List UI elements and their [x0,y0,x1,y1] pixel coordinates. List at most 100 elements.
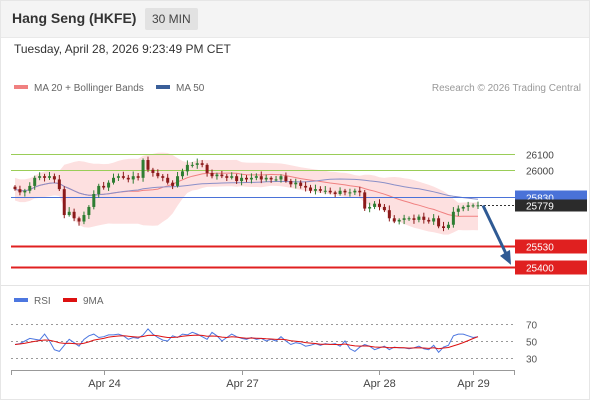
candle-body [259,176,263,180]
candle-body [136,176,140,178]
candle-body [121,176,125,178]
candle-body [62,189,66,216]
level-label-25830: 25830 [526,194,554,205]
candle-body [176,176,180,186]
candle-body [52,176,56,180]
candle-body [373,203,377,207]
candle-body [471,205,475,207]
candle-body [358,190,362,193]
candle-body [43,176,47,178]
bollinger-band [15,152,478,235]
candle-body [328,190,332,193]
price-levels-layer: 26100 26000 25830 25530 25400 25779 [11,151,587,275]
rsi-line [14,328,479,354]
forecast-arrow-shaft [481,204,510,259]
candle-body [343,190,347,193]
candle-body [200,163,204,165]
candle-body [151,169,155,173]
credit-text: Research © 2026 Trading Central [432,83,581,94]
candle-body [407,218,411,220]
candle-body [269,177,273,180]
candle-body [23,190,27,193]
rsi-tick-label: 70 [526,321,538,332]
candle-body [185,164,189,172]
candle-body [141,160,145,178]
level-label-25400: 25400 [526,264,554,275]
datetime-label: Tuesday, April 28, 2026 9:23:49 PM CET [14,42,231,56]
candle-body [476,205,480,207]
candle-body [437,218,441,227]
candle-body [427,219,431,222]
candle-body [18,189,22,193]
candle-body [161,176,165,178]
level-tag-25400 [515,260,587,275]
candle-body [38,176,42,178]
candle-body [97,185,101,194]
candle-body [235,176,239,182]
candle-body [171,182,175,186]
legend-label-rsi-ma: 9MA [83,296,104,307]
candle-body [309,187,313,191]
bollinger-band-layer [15,152,478,235]
candle-body [466,205,470,207]
candle-body [377,203,381,207]
candle-body [299,182,303,186]
candle-body [28,185,32,191]
candle-body [368,206,372,209]
candle-body [210,172,214,177]
candle-body [456,208,460,212]
level-label-25530: 25530 [526,243,554,254]
x-tick-label: Apr 28 [363,378,395,390]
candle-body [195,163,199,165]
candle-body [397,219,401,222]
candle-body [156,172,160,177]
candle-body [323,190,327,192]
candle-body [304,185,308,188]
candle-body [446,224,450,228]
candle-body [274,179,278,181]
candle-body [225,176,229,178]
price-legend: MA 20 + Bollinger Bands MA 50 Research ©… [14,83,581,94]
candle-body [338,190,342,194]
candle-body [313,189,317,191]
candle-body [67,211,71,216]
candle-body [131,176,135,180]
candle-body [417,216,421,220]
rsi-legend: RSI 9MA [14,296,104,307]
candle-body [254,176,258,178]
candle-body [392,218,396,222]
candle-body [432,218,436,222]
legend-swatch-rsi-ma [63,298,77,302]
candle-body [107,182,111,188]
candle-body [92,194,96,207]
candle-body [289,181,293,185]
x-tick-label: Apr 27 [226,378,258,390]
x-tick-label: Apr 29 [457,378,489,390]
candle-body [215,174,219,177]
legend-label-ma50: MA 50 [176,83,205,94]
candle-body [33,177,37,186]
rsi-tick-label: 50 [526,338,538,349]
candle-body [412,218,416,220]
candle-body [102,185,106,188]
candle-body [180,171,184,177]
candle-body [205,164,209,173]
timeframe-badge[interactable]: 30 MIN [145,8,198,30]
rsi-tick-label: 30 [526,355,538,366]
x-axis: Apr 24 Apr 27 Apr 28 Apr 29 [11,370,515,390]
candle-body [72,211,76,219]
candle-body [230,176,234,178]
candle-body [451,211,455,225]
candlestick-layer [13,156,480,232]
candle-body [112,177,116,183]
candle-body [190,164,194,166]
candle-body [47,176,51,178]
moving-average-layer [14,172,479,217]
current-price-tag [515,199,587,212]
candle-body [402,218,406,220]
level-label-26000: 26000 [526,167,554,178]
forecast-arrow-head [500,249,511,265]
candle-body [245,177,248,180]
